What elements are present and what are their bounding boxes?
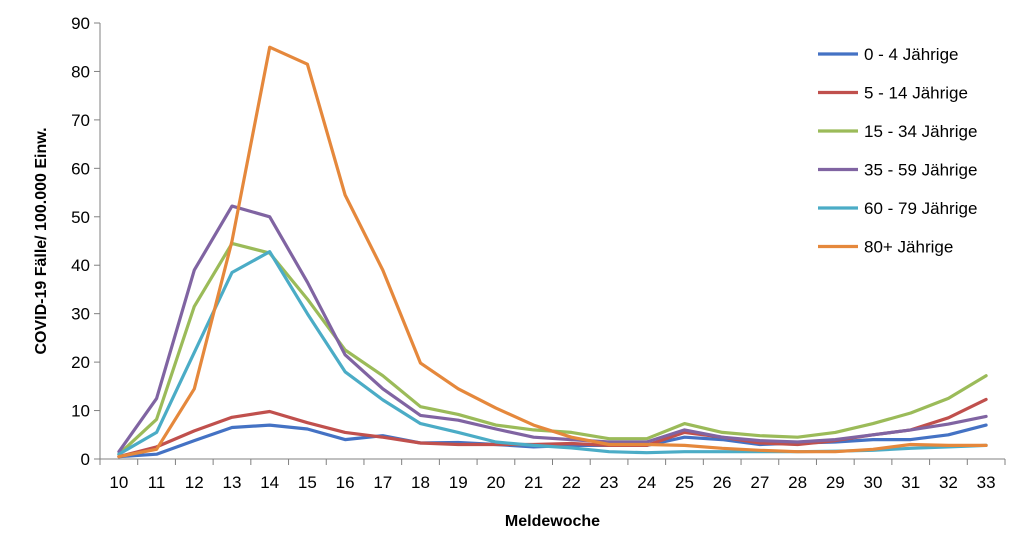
y-axis-title: COVID-19 Fälle/ 100.000 Einw.	[33, 127, 50, 354]
x-tick-label: 17	[373, 473, 392, 492]
x-tick-label: 28	[788, 473, 807, 492]
x-tick-label: 21	[524, 473, 543, 492]
series-line-6	[117, 45, 988, 459]
y-tick-label: 60	[71, 159, 90, 178]
legend-label: 60 - 79 Jährige	[864, 199, 977, 218]
x-tick-label: 26	[713, 473, 732, 492]
legend-item: 80+ Jährige	[818, 238, 953, 257]
y-tick-label: 10	[71, 402, 90, 421]
x-tick-label: 20	[486, 473, 505, 492]
x-tick-label: 31	[901, 473, 920, 492]
legend-item: 15 - 34 Jährige	[818, 122, 977, 141]
y-tick-label: 20	[71, 353, 90, 372]
x-tick-label: 10	[109, 473, 128, 492]
x-tick-label: 30	[864, 473, 883, 492]
x-tick-label: 24	[637, 473, 656, 492]
y-tick-label: 0	[81, 450, 90, 469]
x-tick-label: 11	[148, 473, 166, 492]
legend-label: 15 - 34 Jährige	[864, 122, 977, 141]
axes: 0 10 20 30 40 50 60 70 80 90 10 11 12 13 14 15 16 17 18 19 2…	[71, 14, 1006, 492]
y-tick-label: 90	[71, 14, 90, 33]
legend-item: 35 - 59 Jährige	[818, 161, 977, 180]
x-tick-label: 25	[675, 473, 694, 492]
legend-item: 60 - 79 Jährige	[818, 199, 977, 218]
x-tick-label: 23	[600, 473, 619, 492]
x-tick-label: 27	[750, 473, 769, 492]
x-tick-label: 16	[336, 473, 355, 492]
x-axis-title: Meldewoche	[505, 513, 600, 530]
x-tick-label: 32	[939, 473, 958, 492]
x-tick-label: 18	[411, 473, 430, 492]
legend-label: 0 - 4 Jährige	[864, 45, 959, 64]
legend-label: 5 - 14 Jährige	[864, 84, 968, 103]
x-tick-label: 29	[826, 473, 845, 492]
y-tick-label: 40	[71, 256, 90, 275]
x-tick-label: 14	[260, 473, 279, 492]
y-tick-label: 50	[71, 208, 90, 227]
series-line-3	[117, 241, 988, 456]
y-tick-label: 70	[71, 111, 90, 130]
legend-label: 35 - 59 Jährige	[864, 161, 977, 180]
x-tick-label: 12	[185, 473, 204, 492]
legend: 0 - 4 Jährige 5 - 14 Jährige 15 - 34 Jähri…	[818, 45, 977, 257]
x-tick-label: 33	[977, 473, 996, 492]
y-tick-label: 30	[71, 305, 90, 324]
x-tick-label: 15	[298, 473, 317, 492]
legend-item: 0 - 4 Jährige	[818, 45, 959, 64]
y-tick-label: 80	[71, 62, 90, 81]
legend-item: 5 - 14 Jährige	[818, 84, 968, 103]
x-tick-label: 22	[562, 473, 581, 492]
legend-label: 80+ Jährige	[864, 238, 953, 257]
series-lines	[117, 45, 988, 459]
x-tick-label: 19	[449, 473, 468, 492]
x-tick-label: 13	[223, 473, 242, 492]
series-line-4	[117, 204, 988, 454]
series-line-5	[117, 250, 988, 456]
